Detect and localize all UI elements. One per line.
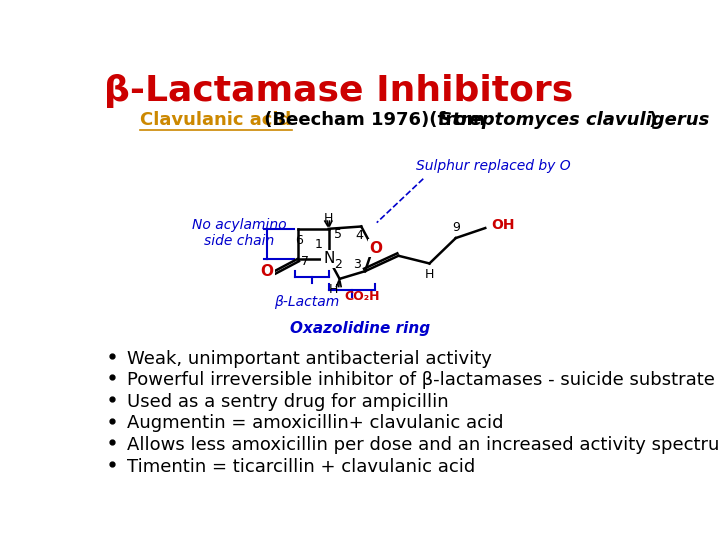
- Text: O: O: [369, 240, 382, 255]
- Text: 9: 9: [452, 221, 460, 234]
- Text: Clavulanic acid: Clavulanic acid: [140, 111, 292, 129]
- Text: OH: OH: [492, 218, 515, 232]
- Text: (Beecham 1976)(from: (Beecham 1976)(from: [258, 111, 491, 129]
- Text: 4: 4: [356, 230, 364, 242]
- Text: 2: 2: [334, 259, 342, 272]
- Text: Used as a sentry drug for ampicillin: Used as a sentry drug for ampicillin: [127, 393, 449, 411]
- Text: N: N: [323, 251, 334, 266]
- Text: 1: 1: [315, 239, 323, 252]
- Text: 5: 5: [334, 228, 342, 241]
- Text: 6: 6: [295, 234, 303, 247]
- Text: Allows less amoxicillin per dose and an increased activity spectrum: Allows less amoxicillin per dose and an …: [127, 436, 720, 454]
- Text: 7: 7: [302, 255, 310, 268]
- Text: Augmentin = amoxicillin+ clavulanic acid: Augmentin = amoxicillin+ clavulanic acid: [127, 414, 504, 433]
- Text: ): ): [648, 111, 657, 129]
- Text: No acylamino
side chain: No acylamino side chain: [192, 218, 287, 248]
- Text: 3: 3: [353, 259, 361, 272]
- Text: CO₂H: CO₂H: [344, 289, 379, 302]
- Text: β-Lactamase Inhibitors: β-Lactamase Inhibitors: [104, 74, 573, 108]
- Text: Timentin = ticarcillin + clavulanic acid: Timentin = ticarcillin + clavulanic acid: [127, 457, 475, 476]
- Text: Oxazolidine ring: Oxazolidine ring: [289, 321, 430, 336]
- Text: H: H: [324, 212, 333, 225]
- Text: Sulphur replaced by O: Sulphur replaced by O: [415, 159, 570, 173]
- Text: H: H: [425, 268, 434, 281]
- Text: O: O: [260, 264, 273, 279]
- Text: Powerful irreversible inhibitor of β-lactamases - suicide substrate: Powerful irreversible inhibitor of β-lac…: [127, 372, 715, 389]
- Text: H: H: [328, 283, 338, 296]
- Text: Weak, unimportant antibacterial activity: Weak, unimportant antibacterial activity: [127, 350, 492, 368]
- Text: β-Lactam: β-Lactam: [274, 295, 340, 309]
- Text: Streptomyces clavuligerus: Streptomyces clavuligerus: [438, 111, 709, 129]
